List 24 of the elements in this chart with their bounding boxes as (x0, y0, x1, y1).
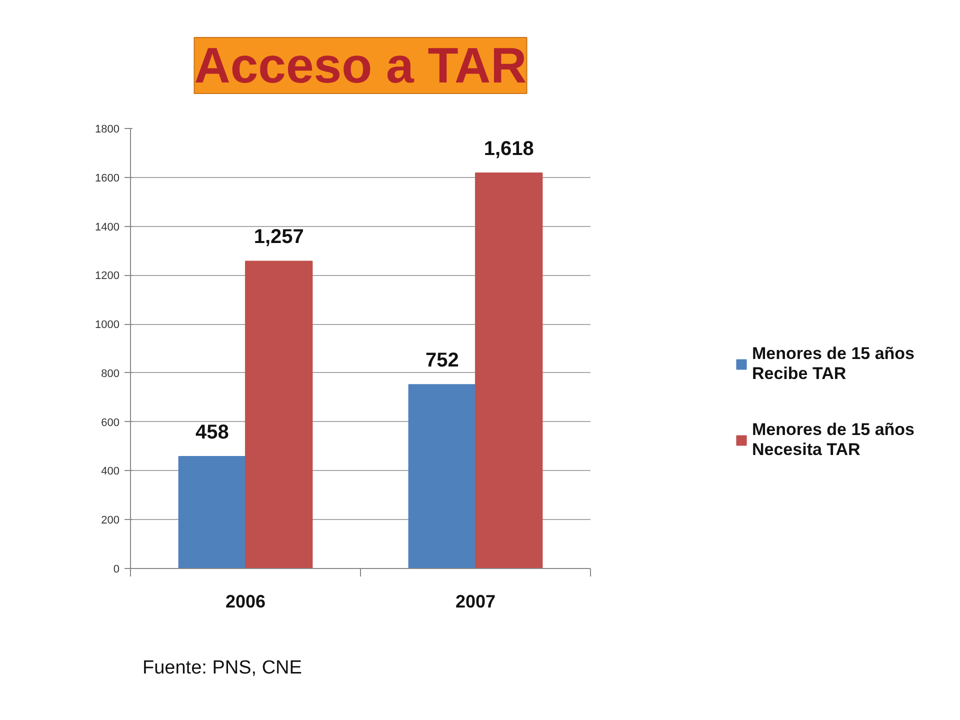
y-tick-label: 0 (113, 564, 120, 576)
y-tick-label: 1600 (95, 172, 120, 184)
x-tick-label: 2006 (225, 592, 266, 612)
y-tick-label: 1800 (95, 124, 120, 136)
data-label: 1,257 (254, 226, 304, 248)
data-label: 1,618 (484, 138, 534, 160)
x-tick-label: 2007 (455, 592, 496, 612)
legend-label: Menores de 15 años Necesita TAR (752, 420, 915, 460)
bar (408, 384, 476, 568)
y-tick-label: 1200 (95, 270, 120, 282)
y-tick-label: 1400 (95, 221, 120, 234)
bar (475, 172, 543, 568)
legend-label: Menores de 15 años Recibe TAR (752, 344, 915, 384)
bar (245, 260, 313, 568)
source-note: Fuente: PNS, CNE (142, 658, 302, 678)
y-tick-label: 200 (101, 514, 120, 527)
y-tick-label: 800 (101, 368, 120, 380)
y-tick-label: 400 (101, 466, 120, 478)
bar (178, 456, 246, 568)
data-label: 458 (195, 422, 229, 444)
chart-title: Acceso a TAR (194, 38, 527, 94)
data-label: 752 (425, 350, 459, 372)
y-tick-label: 600 (101, 416, 120, 429)
y-tick-label: 1000 (95, 319, 120, 332)
